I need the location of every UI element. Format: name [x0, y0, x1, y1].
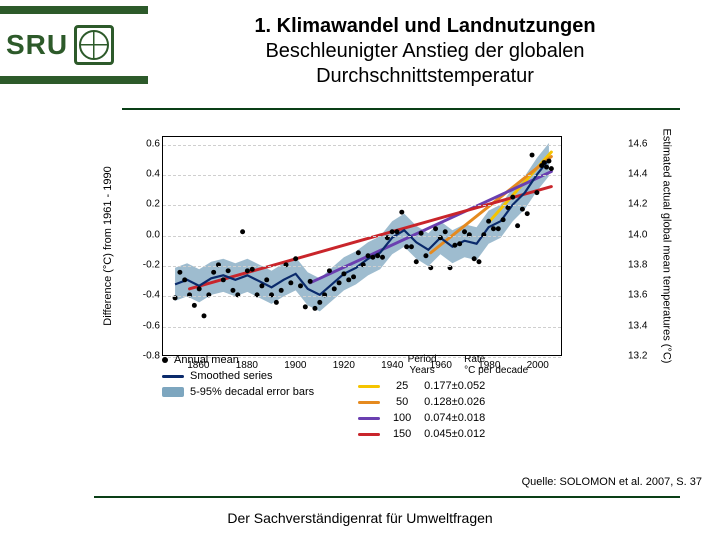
- y-axis-left-label: Difference (°C) from 1961 - 1990: [100, 136, 116, 356]
- x-tick: 2000: [527, 360, 549, 454]
- divider-top: [122, 108, 680, 110]
- y-left-tick: -0.6: [132, 320, 160, 331]
- x-tick: 1880: [236, 360, 258, 454]
- y-left-tick: 0.2: [132, 199, 160, 210]
- y-left-tick: 0.0: [132, 229, 160, 240]
- gridline: [163, 236, 561, 237]
- gridline: [163, 266, 561, 267]
- title-line-2: Beschleunigter Anstieg der globalen: [150, 39, 700, 64]
- y-left-tick: 0.4: [132, 168, 160, 179]
- y-right-tick: 13.4: [628, 320, 658, 331]
- logo: SRU: [0, 14, 148, 76]
- slide-title: 1. Klimawandel und Landnutzungen Beschle…: [150, 14, 700, 89]
- globe-icon: [74, 25, 114, 65]
- x-tick: 1900: [284, 360, 306, 454]
- x-tick: 1940: [381, 360, 403, 454]
- gridline: [163, 205, 561, 206]
- y-left-tick: -0.4: [132, 290, 160, 301]
- title-line-1: 1. Klimawandel und Landnutzungen: [150, 14, 700, 39]
- x-tick: 1920: [333, 360, 355, 454]
- gridline: [163, 296, 561, 297]
- gridline: [163, 145, 561, 146]
- x-tick: 1960: [430, 360, 452, 454]
- logo-band-bottom: [0, 76, 148, 84]
- y-left-tick: -0.2: [132, 259, 160, 270]
- logo-text: SRU: [6, 29, 68, 61]
- y-right-tick: 14.2: [628, 199, 658, 210]
- plot-area: [162, 136, 562, 356]
- y-right-tick: 14.0: [628, 229, 658, 240]
- y-left-tick: 0.6: [132, 138, 160, 149]
- source-citation: Quelle: SOLOMON et al. 2007, S. 37: [522, 476, 702, 488]
- y-right-tick: 14.4: [628, 168, 658, 179]
- x-tick: 1980: [478, 360, 500, 454]
- y-right-tick: 13.8: [628, 259, 658, 270]
- logo-band-top: [0, 6, 148, 14]
- x-tick: 1860: [187, 360, 209, 454]
- y-right-tick: 14.6: [628, 138, 658, 149]
- plot-svg: [163, 137, 561, 355]
- divider-bottom: [94, 496, 680, 498]
- y-right-tick: 13.6: [628, 290, 658, 301]
- gridline: [163, 175, 561, 176]
- footer-text: Der Sachverständigenrat für Umweltfragen: [0, 510, 720, 526]
- gridline: [163, 327, 561, 328]
- y-right-tick: 13.2: [628, 351, 658, 362]
- temperature-chart: Difference (°C) from 1961 - 1990 Estimat…: [110, 128, 620, 438]
- y-left-tick: -0.8: [132, 351, 160, 362]
- y-axis-right-label: Estimated actual global mean temperature…: [658, 136, 674, 356]
- title-line-3: Durchschnittstemperatur: [150, 64, 700, 89]
